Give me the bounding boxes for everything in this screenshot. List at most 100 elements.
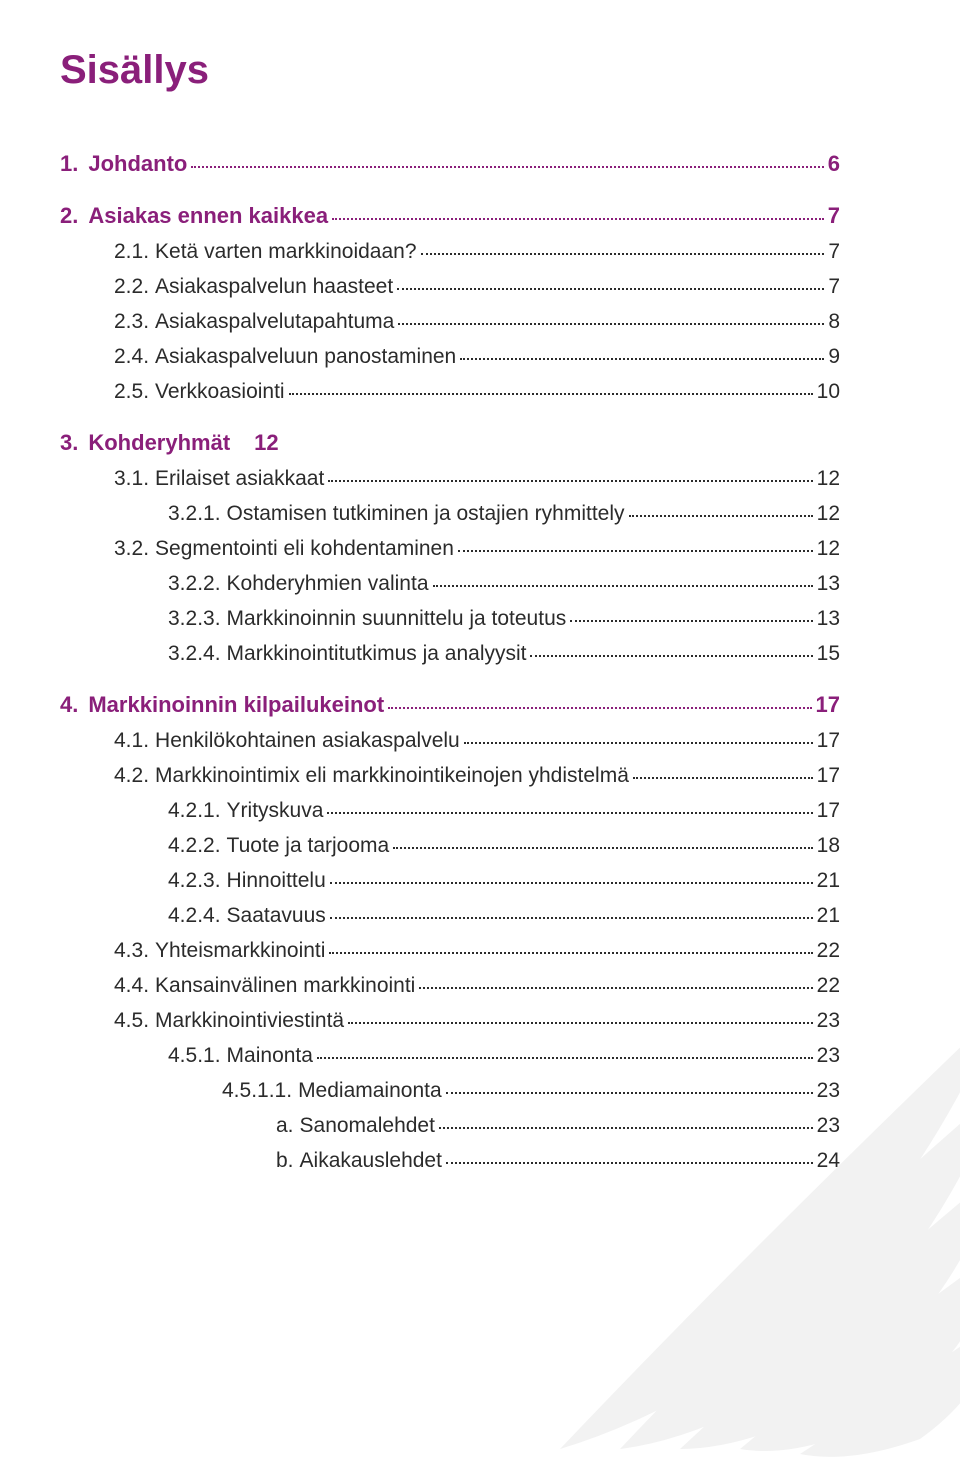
toc-entry-page: 24: [817, 1149, 840, 1173]
toc-entry-page: 23: [817, 1044, 840, 1068]
toc-entry-number: 2.2.: [114, 275, 149, 299]
toc-entry-label: Markkinoinnin suunnittelu ja toteutus: [227, 607, 567, 631]
table-of-contents: 1.Johdanto62.Asiakas ennen kaikkea72.1.K…: [60, 151, 840, 1173]
toc-entry: 3.1.Erilaiset asiakkaat 12: [60, 467, 840, 491]
toc-entry-label: Kohderyhmien valinta: [227, 572, 429, 596]
toc-entry-page: 18: [817, 834, 840, 858]
toc-leader-dots: [317, 1057, 813, 1059]
toc-entry-page: 23: [817, 1114, 840, 1138]
page-content: Sisällys 1.Johdanto62.Asiakas ennen kaik…: [0, 0, 960, 1213]
toc-leader-dots: [419, 987, 812, 989]
toc-entry-label: Verkkoasiointi: [155, 380, 285, 404]
toc-entry-page: 7: [828, 240, 840, 264]
toc-entry-number: 2.4.: [114, 345, 149, 369]
toc-entry-label: Asiakaspalveluun panostaminen: [155, 345, 456, 369]
toc-entry-page: 23: [817, 1009, 840, 1033]
toc-entry: 4.1.Henkilökohtainen asiakaspalvelu17: [60, 729, 840, 753]
toc-entry-label: Segmentointi eli kohdentaminen: [155, 537, 454, 561]
toc-entry-page: 12: [817, 502, 840, 526]
toc-entry-number: 4.5.1.: [168, 1044, 221, 1068]
toc-leader-dots: [570, 620, 812, 622]
toc-entry-label: Markkinointitutkimus ja analyysit: [227, 642, 527, 666]
toc-entry-number: 2.: [60, 203, 78, 229]
toc-entry: 4.4.Kansainvälinen markkinointi22: [60, 974, 840, 998]
toc-entry-label: Markkinoinnin kilpailukeinot: [88, 692, 384, 718]
toc-leader-dots: [439, 1127, 813, 1129]
toc-entry-number: b.: [276, 1149, 294, 1173]
toc-entry-page: 12: [817, 467, 840, 491]
toc-leader-dots: [388, 707, 811, 709]
toc-entry-number: 3.1.: [114, 467, 149, 491]
toc-entry-page: 17: [816, 692, 840, 718]
toc-leader-dots: [421, 253, 825, 255]
toc-entry-number: 3.2.: [114, 537, 149, 561]
toc-leader-dots: [328, 480, 812, 482]
toc-entry-label: Henkilökohtainen asiakaspalvelu: [155, 729, 460, 753]
toc-entry: 3.2.3.Markkinoinnin suunnittelu ja toteu…: [60, 607, 840, 631]
toc-entry-label: Markkinointimix eli markkinointikeinojen…: [155, 764, 629, 788]
toc-entry-label: Johdanto: [88, 151, 187, 177]
toc-leader-dots: [393, 847, 812, 849]
toc-entry-number: 4.5.: [114, 1009, 149, 1033]
toc-leader-dots: [629, 515, 813, 517]
page-title: Sisällys: [60, 48, 840, 93]
toc-entry-page: 21: [817, 869, 840, 893]
toc-entry-label: Kohderyhmät: [88, 430, 230, 456]
toc-entry-number: 2.5.: [114, 380, 149, 404]
toc-entry-label: Ketä varten markkinoidaan?: [155, 240, 417, 264]
toc-entry-number: 4.: [60, 692, 78, 718]
toc-entry: 4.2.1.Yrityskuva17: [60, 799, 840, 823]
toc-entry: 1.Johdanto6: [60, 151, 840, 177]
toc-entry-label: Mediamainonta: [298, 1079, 442, 1103]
toc-entry-number: 4.2.4.: [168, 904, 221, 928]
toc-leader-dots: [348, 1022, 813, 1024]
toc-entry-page: 15: [817, 642, 840, 666]
toc-entry-page: 13: [817, 607, 840, 631]
toc-entry-page: 6: [828, 151, 840, 177]
toc-entry-label: Kansainvälinen markkinointi: [155, 974, 415, 998]
toc-entry-label: Ostamisen tutkiminen ja ostajien ryhmitt…: [227, 502, 625, 526]
toc-entry-number: 3.: [60, 430, 78, 456]
toc-leader-dots: [332, 218, 824, 220]
toc-entry-number: 4.1.: [114, 729, 149, 753]
toc-entry-label: Asiakas ennen kaikkea: [88, 203, 328, 229]
toc-entry-page: 7: [828, 203, 840, 229]
toc-entry: 2.4.Asiakaspalveluun panostaminen 9: [60, 345, 840, 369]
toc-entry: 4.2.4.Saatavuus21: [60, 904, 840, 928]
toc-entry-label: Yhteismarkkinointi: [155, 939, 325, 963]
toc-leader-dots: [289, 393, 813, 395]
toc-entry-page: 12: [817, 537, 840, 561]
toc-entry-page: 21: [817, 904, 840, 928]
toc-entry-label: Tuote ja tarjooma: [227, 834, 390, 858]
toc-entry-number: 4.2.: [114, 764, 149, 788]
toc-entry: 4.2.2.Tuote ja tarjooma18: [60, 834, 840, 858]
toc-entry-number: 4.3.: [114, 939, 149, 963]
toc-entry-number: 3.2.4.: [168, 642, 221, 666]
toc-leader-dots: [191, 166, 823, 168]
toc-entry: 4.5.1.Mainonta23: [60, 1044, 840, 1068]
toc-entry-number: 3.2.1.: [168, 502, 221, 526]
toc-leader-dots: [327, 812, 812, 814]
toc-leader-dots: [458, 550, 813, 552]
toc-entry-label: Hinnoittelu: [227, 869, 326, 893]
toc-leader-dots: [398, 323, 824, 325]
toc-entry-page: 22: [817, 939, 840, 963]
toc-entry-label: Erilaiset asiakkaat: [155, 467, 324, 491]
toc-entry-label: Sanomalehdet: [300, 1114, 435, 1138]
toc-entry-label: Asiakaspalvelun haasteet: [155, 275, 393, 299]
toc-entry: 2.5.Verkkoasiointi 10: [60, 380, 840, 404]
toc-entry-number: 2.3.: [114, 310, 149, 334]
toc-leader-dots: [464, 742, 813, 744]
toc-entry: 2. Asiakas ennen kaikkea 7: [60, 203, 840, 229]
toc-entry: 3.Kohderyhmät12: [60, 430, 840, 456]
toc-entry-page: 9: [828, 345, 840, 369]
toc-entry: 4.5.1.1.Mediamainonta23: [60, 1079, 840, 1103]
toc-entry-number: 3.2.2.: [168, 572, 221, 596]
toc-entry: 4.5.Markkinointiviestintä23: [60, 1009, 840, 1033]
toc-entry: 3.2.2.Kohderyhmien valinta13: [60, 572, 840, 596]
toc-entry: 4. Markkinoinnin kilpailukeinot 17: [60, 692, 840, 718]
toc-entry-page: 10: [817, 380, 840, 404]
toc-entry: 3.2.1.Ostamisen tutkiminen ja ostajien r…: [60, 502, 840, 526]
toc-entry: 3.2.Segmentointi eli kohdentaminen 12: [60, 537, 840, 561]
toc-entry: 4.3.Yhteismarkkinointi 22: [60, 939, 840, 963]
